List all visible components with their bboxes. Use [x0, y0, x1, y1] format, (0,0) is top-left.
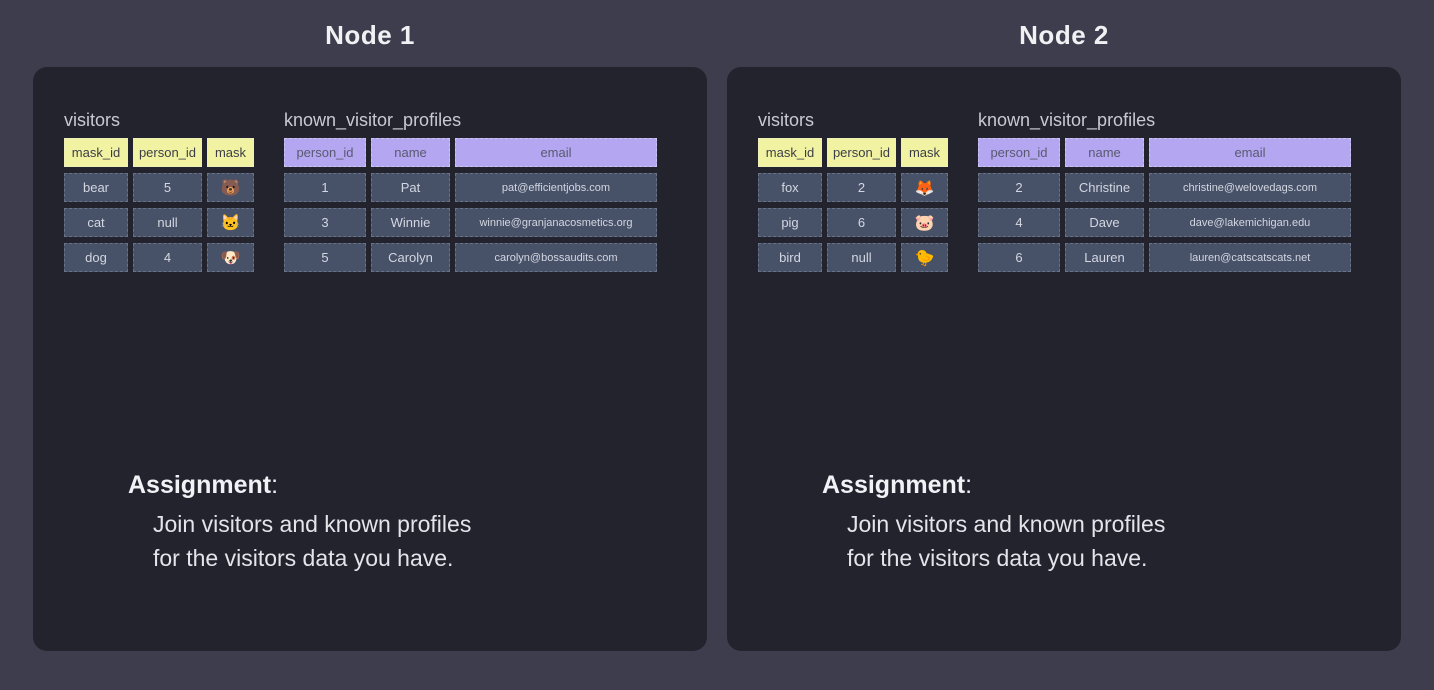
table-cell: 6	[978, 243, 1060, 272]
column-header: mask	[901, 138, 948, 167]
assignment-line: Join visitors and known profiles	[847, 511, 1166, 537]
dog-emoji-cell: 🐶	[207, 243, 254, 272]
assignment-block: Assignment: Join visitors and known prof…	[128, 471, 471, 575]
email-cell: dave@lakemichigan.edu	[1149, 208, 1351, 237]
node1-panel: visitors mask_id person_id mask bear 5 🐻…	[33, 67, 707, 651]
column-header: name	[371, 138, 450, 167]
node2-panel: visitors mask_id person_id mask fox 2 🦊 …	[727, 67, 1401, 651]
node2-visitors-table: visitors mask_id person_id mask fox 2 🦊 …	[758, 107, 948, 272]
table-cell: Winnie	[371, 208, 450, 237]
table-cell: bird	[758, 243, 822, 272]
email-cell: carolyn@bossaudits.com	[455, 243, 657, 272]
column-header: mask	[207, 138, 254, 167]
assignment-heading: Assignment:	[128, 471, 471, 500]
column-header: person_id	[284, 138, 366, 167]
chick-emoji-cell: 🐤	[901, 243, 948, 272]
table-cell: 4	[133, 243, 202, 272]
email-cell: lauren@catscatscats.net	[1149, 243, 1351, 272]
table-cell: pig	[758, 208, 822, 237]
table-cell: 4	[978, 208, 1060, 237]
email-cell: winnie@granjanacosmetics.org	[455, 208, 657, 237]
table-cell: Dave	[1065, 208, 1144, 237]
visitors-grid: mask_id person_id mask fox 2 🦊 pig 6 🐷 b…	[758, 138, 948, 272]
table-cell: null	[133, 208, 202, 237]
table-cell: Christine	[1065, 173, 1144, 202]
column-header: person_id	[133, 138, 202, 167]
column-header: email	[1149, 138, 1351, 167]
assignment-colon: :	[271, 471, 279, 499]
column-header: person_id	[978, 138, 1060, 167]
column-header: mask_id	[64, 138, 128, 167]
node2-profiles-table: known_visitor_profiles person_id name em…	[978, 107, 1351, 272]
node1-title: Node 1	[325, 20, 415, 50]
assignment-block: Assignment: Join visitors and known prof…	[822, 471, 1165, 575]
assignment-colon: :	[965, 471, 973, 499]
table-cell: cat	[64, 208, 128, 237]
column-header: name	[1065, 138, 1144, 167]
pig-emoji-cell: 🐷	[901, 208, 948, 237]
email-cell: christine@welovedags.com	[1149, 173, 1351, 202]
bear-emoji-cell: 🐻	[207, 173, 254, 202]
table-cell: fox	[758, 173, 822, 202]
table-cell: 6	[827, 208, 896, 237]
table-cell: 3	[284, 208, 366, 237]
table-cell: Pat	[371, 173, 450, 202]
table-cell: Carolyn	[371, 243, 450, 272]
assignment-line: Join visitors and known profiles	[153, 511, 472, 537]
table-cell: 5	[284, 243, 366, 272]
assignment-line: for the visitors data you have.	[847, 545, 1148, 571]
profiles-grid: person_id name email 2 Christine christi…	[978, 138, 1351, 272]
assignment-label: Assignment	[128, 471, 272, 499]
node1-visitors-table: visitors mask_id person_id mask bear 5 🐻…	[64, 107, 254, 272]
table-title: visitors	[758, 110, 815, 130]
table-title: known_visitor_profiles	[978, 110, 1156, 130]
table-cell: null	[827, 243, 896, 272]
table-title: visitors	[64, 110, 121, 130]
node1-profiles-table: known_visitor_profiles person_id name em…	[284, 107, 657, 272]
table-title: known_visitor_profiles	[284, 110, 462, 130]
table-cell: dog	[64, 243, 128, 272]
column-header: mask_id	[758, 138, 822, 167]
table-cell: 2	[978, 173, 1060, 202]
table-cell: bear	[64, 173, 128, 202]
assignment-line: for the visitors data you have.	[153, 545, 454, 571]
table-cell: 5	[133, 173, 202, 202]
email-cell: pat@efficientjobs.com	[455, 173, 657, 202]
node2-title: Node 2	[1019, 20, 1109, 50]
table-cell: 2	[827, 173, 896, 202]
profiles-grid: person_id name email 1 Pat pat@efficient…	[284, 138, 657, 272]
assignment-label: Assignment	[822, 471, 966, 499]
table-cell: 1	[284, 173, 366, 202]
column-header: person_id	[827, 138, 896, 167]
column-header: email	[455, 138, 657, 167]
cat-emoji-cell: 🐱	[207, 208, 254, 237]
visitors-grid: mask_id person_id mask bear 5 🐻 cat null…	[64, 138, 254, 272]
table-cell: Lauren	[1065, 243, 1144, 272]
assignment-heading: Assignment:	[822, 471, 1165, 500]
fox-emoji-cell: 🦊	[901, 173, 948, 202]
